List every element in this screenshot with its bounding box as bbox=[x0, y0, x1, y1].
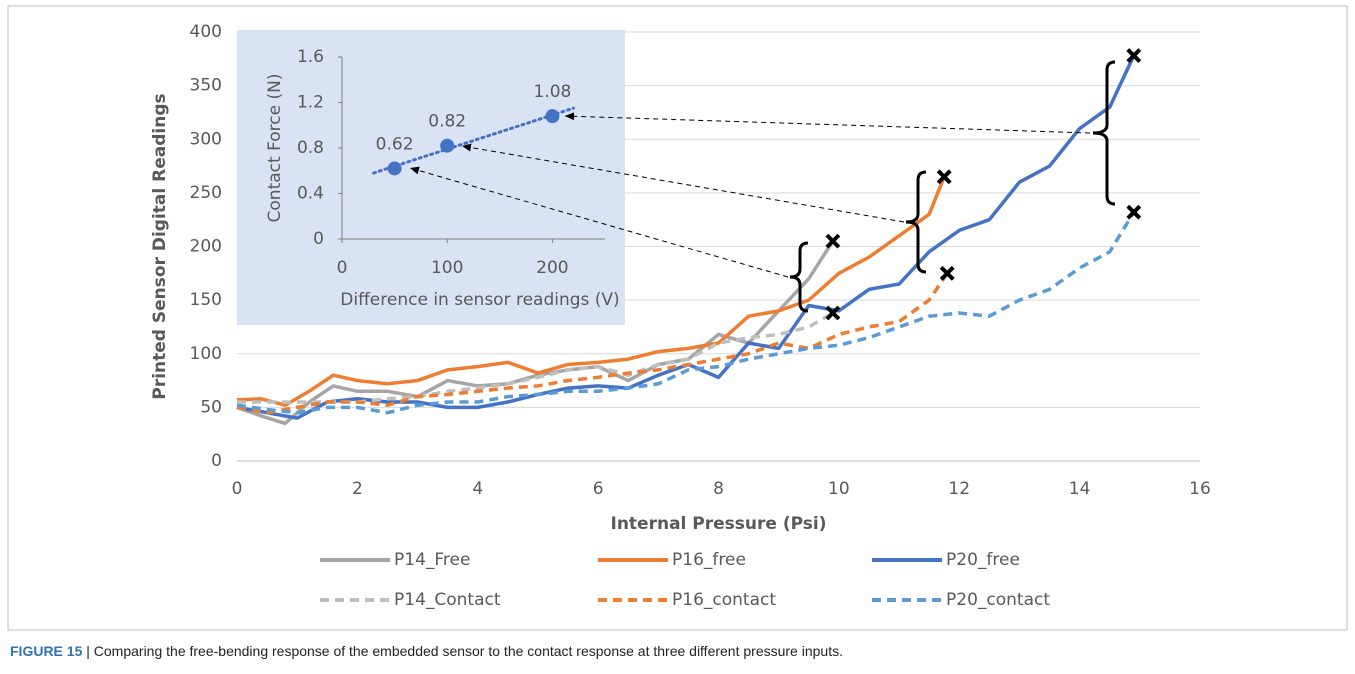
end-marker bbox=[1126, 204, 1142, 220]
x-axis-title: Difference in sensor readings (V) bbox=[340, 290, 619, 310]
end-marker bbox=[825, 305, 841, 321]
trendline bbox=[372, 106, 575, 175]
end-marker bbox=[936, 169, 952, 185]
y-tick-label: 0 bbox=[313, 229, 324, 249]
y-tick-label: 250 bbox=[190, 183, 222, 203]
x-tick-label: 4 bbox=[472, 479, 483, 499]
x-tick-label: 0 bbox=[337, 258, 348, 278]
series-line bbox=[237, 311, 834, 404]
end-marker bbox=[1126, 48, 1142, 64]
x-tick-label: 100 bbox=[431, 258, 463, 278]
arrow bbox=[564, 112, 1091, 134]
x-tick-label: 0 bbox=[232, 479, 243, 499]
y-tick-label: 150 bbox=[190, 290, 222, 310]
brace bbox=[789, 241, 809, 313]
y-tick-label: 100 bbox=[190, 344, 222, 364]
inset-chart: 0 0.4 0.8 1.2 1.6 0 100 200 Difference in sensor… bbox=[265, 47, 620, 310]
y-tick-label: 1.6 bbox=[297, 47, 324, 67]
y-tick-label: 350 bbox=[190, 76, 222, 96]
x-tick-label: 8 bbox=[713, 479, 724, 499]
x-tick-label: 200 bbox=[536, 258, 568, 278]
brace bbox=[905, 170, 927, 274]
y-axis-title: Contact Force (N) bbox=[265, 74, 285, 223]
legend-label: P20_free bbox=[946, 550, 1020, 570]
arrow bbox=[409, 166, 789, 278]
data-label: 1.08 bbox=[533, 82, 571, 102]
data-label: 0.82 bbox=[428, 112, 466, 132]
legend-label: P14_Free bbox=[394, 550, 470, 570]
inset-background bbox=[237, 30, 625, 325]
legend-label: P16_free bbox=[672, 550, 746, 570]
arrow bbox=[461, 143, 905, 223]
brace bbox=[1092, 60, 1116, 206]
series-line bbox=[236, 176, 946, 407]
legend-label: P14_Contact bbox=[394, 590, 501, 610]
caption: FIGURE 15 | Comparing the free-bending r… bbox=[10, 643, 843, 659]
x-tick-label: 14 bbox=[1069, 479, 1091, 499]
y-axis-title: Printed Sensor Digital Readings bbox=[150, 93, 170, 399]
legend-label: P16_contact bbox=[672, 590, 776, 610]
x-tick-label: 16 bbox=[1189, 479, 1211, 499]
y-tick-label: 50 bbox=[200, 397, 222, 417]
y-tick-label: 300 bbox=[190, 129, 222, 149]
series-line bbox=[236, 211, 1136, 415]
x-tick-label: 12 bbox=[948, 479, 970, 499]
point bbox=[545, 109, 560, 124]
main-chart: 0 50 100 150 200 250 300 350 400 0 2 4 6 8 10 12 14 16 Int… bbox=[150, 22, 1211, 610]
x-tick-label: 6 bbox=[593, 479, 604, 499]
end-marker bbox=[825, 233, 841, 249]
point bbox=[440, 138, 455, 153]
y-tick-label: 1.2 bbox=[297, 93, 324, 113]
y-tick-label: 0.4 bbox=[297, 184, 324, 204]
x-tick-label: 2 bbox=[352, 479, 363, 499]
annotations bbox=[409, 48, 1142, 321]
y-tick-label: 0.8 bbox=[297, 138, 324, 158]
series-line bbox=[236, 272, 949, 415]
frame bbox=[7, 5, 1348, 631]
point bbox=[387, 161, 402, 176]
caption-label: FIGURE 15 bbox=[10, 643, 83, 659]
legend-label: P20_contact bbox=[946, 590, 1050, 610]
y-tick-label: 200 bbox=[190, 237, 222, 257]
end-marker bbox=[939, 265, 955, 281]
caption-text: | Comparing the free-bending response of… bbox=[86, 643, 843, 659]
y-tick-label: 0 bbox=[211, 451, 222, 471]
x-axis-title: Internal Pressure (Psi) bbox=[611, 514, 827, 534]
data-label: 0.62 bbox=[376, 134, 414, 154]
y-tick-label: 400 bbox=[190, 22, 222, 42]
x-tick-label: 10 bbox=[828, 479, 850, 499]
